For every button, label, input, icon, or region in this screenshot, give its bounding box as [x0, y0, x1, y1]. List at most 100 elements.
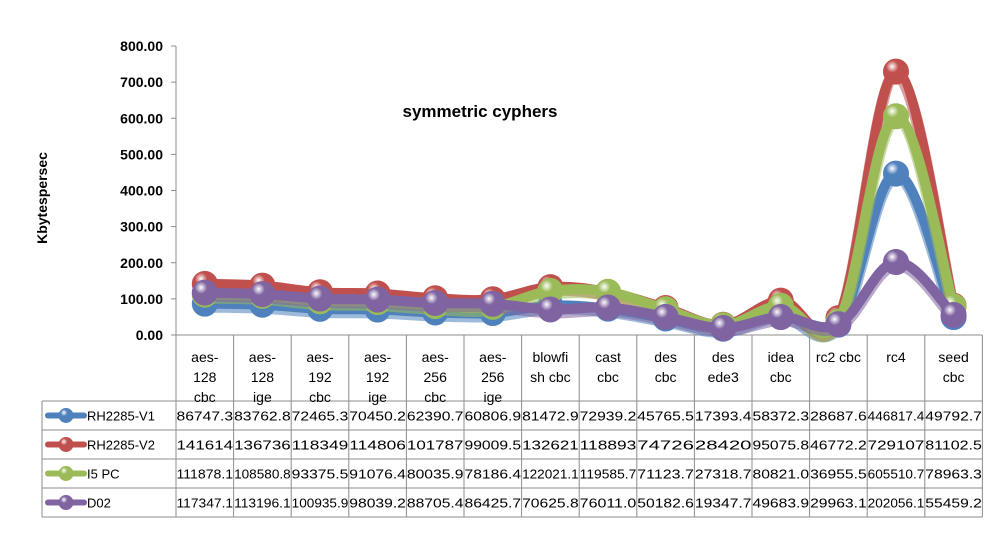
category-label: aes- 192 cbc: [306, 349, 334, 405]
data-point: [249, 281, 276, 308]
category-label-line: 128: [193, 369, 217, 385]
table-cell: 111878.1: [177, 467, 234, 482]
category-label-line: cbc: [309, 389, 331, 405]
data-point: [479, 290, 506, 317]
table-cell: 19347.7: [695, 496, 752, 511]
category-label-line: seed: [938, 349, 968, 365]
category-label: des cbc: [654, 349, 677, 385]
table-cell: 74726: [637, 438, 694, 453]
y-tick-label: 100.00: [120, 291, 163, 307]
table-cell: 86747.3: [177, 409, 234, 424]
data-point: [652, 303, 679, 330]
table-cell: 81472.9: [522, 409, 579, 424]
table-cell: 605510.7: [868, 467, 925, 482]
category-label: aes- 128 ige: [249, 349, 277, 405]
category-label-line: cast: [595, 349, 621, 365]
data-point: [767, 304, 794, 331]
table-cell: 70625.8: [522, 496, 579, 511]
legend-key-marker: [58, 408, 74, 423]
category-label: seed cbc: [938, 349, 968, 385]
table-cell: 72465.3: [292, 409, 349, 424]
table-cell: 49683.9: [753, 496, 810, 511]
table-cell: 49792.7: [925, 409, 982, 424]
category-label-line: 128: [251, 369, 275, 385]
table-cell: 729107: [868, 438, 925, 453]
table-cell: 36955.5: [810, 467, 867, 482]
table-cell: 86425.7: [465, 496, 522, 511]
plot-area: [191, 58, 967, 343]
y-tick-label: 700.00: [120, 74, 163, 90]
table-cell: 141614: [177, 438, 234, 453]
table-cell: 446817.4: [868, 409, 925, 424]
category-label-line: ige: [368, 389, 387, 405]
table-cell: 27318.7: [695, 467, 752, 482]
category-label-line: aes-: [422, 349, 450, 365]
table-cell: 122021.1: [522, 467, 579, 482]
category-label-line: ige: [483, 389, 502, 405]
category-label-line: idea: [768, 349, 795, 365]
y-axis-ticks: 0.00 100.00 200.00 300.00 400.00 500.00 600.00…: [120, 38, 176, 343]
table-cell: 62390.7: [407, 409, 464, 424]
category-label-line: cbc: [424, 389, 446, 405]
data-point: [883, 160, 909, 187]
data-point: [537, 296, 564, 323]
category-label-line: sh cbc: [530, 369, 570, 385]
table-cell: 91076.4: [349, 467, 406, 482]
legend-label: RH2285-V2: [87, 438, 155, 453]
table-cell: 76011.0: [580, 496, 637, 511]
y-tick-label: 300.00: [120, 219, 163, 235]
y-axis-label: Kbytespersec: [34, 152, 50, 244]
table-cell: 136736: [234, 438, 291, 453]
table-cell: 50182.6: [637, 496, 694, 511]
category-label-line: aes-: [479, 349, 507, 365]
table-cell: 80035.9: [407, 467, 464, 482]
category-label-line: aes-: [249, 349, 277, 365]
category-label-line: aes-: [191, 349, 219, 365]
chart-title: symmetric cyphers: [403, 102, 558, 121]
table-cell: 71123.7: [637, 467, 694, 482]
category-label-line: cbc: [194, 389, 216, 405]
table-cell: 60806.9: [465, 409, 522, 424]
category-label-line: aes-: [364, 349, 392, 365]
legend-label: D02: [87, 496, 111, 511]
table-cell: 83762.8: [234, 409, 291, 424]
category-label-line: 256: [424, 369, 448, 385]
category-label: rc4: [886, 349, 906, 365]
y-tick-label: 200.00: [120, 255, 163, 271]
category-label-line: 192: [308, 369, 332, 385]
data-point: [364, 286, 391, 313]
table-cell: 118349: [292, 438, 349, 453]
category-label: aes- 128 cbc: [191, 349, 219, 405]
table-cell: 119585.7: [580, 467, 637, 482]
category-label-line: cbc: [655, 369, 677, 385]
data-point: [940, 301, 967, 328]
data-point: [710, 315, 737, 342]
table-cell: 117347.1: [177, 496, 234, 511]
table-cell: 113196.1: [234, 496, 291, 511]
table-row: D02 117347.1 113196.1 100935.9 98039.2 88705.…: [45, 495, 982, 511]
y-tick-label: 600.00: [120, 110, 163, 126]
category-label: des ede3: [708, 349, 739, 385]
table-cell: 99009.5: [465, 438, 522, 453]
category-label-line: 192: [366, 369, 390, 385]
table-cell: 100935.9: [292, 496, 349, 511]
legend-label: RH2285-V1: [87, 409, 155, 424]
table-cell: 28687.6: [810, 409, 867, 424]
category-label-line: ige: [253, 389, 272, 405]
category-label-line: aes-: [306, 349, 334, 365]
table-cell: 78963.3: [925, 467, 982, 482]
table-cell: 45765.5: [637, 409, 694, 424]
data-point: [825, 311, 852, 338]
table-cell: 95075.8: [753, 438, 810, 453]
table-cell: 81102.5: [925, 438, 982, 453]
table-cell: 101787: [407, 438, 464, 453]
table-cell: 118893: [580, 438, 637, 453]
category-label: cast cbc: [595, 349, 621, 385]
category-label-line: des: [712, 349, 735, 365]
table-cell: 88705.4: [407, 496, 464, 511]
table-cell: 114806: [349, 438, 406, 453]
category-label-line: rc2 cbc: [816, 349, 861, 365]
table-row: RH2285-V1 86747.3 83762.8 72465.3 70450.2 623…: [45, 408, 982, 424]
table-cell: 70450.2: [349, 409, 406, 424]
